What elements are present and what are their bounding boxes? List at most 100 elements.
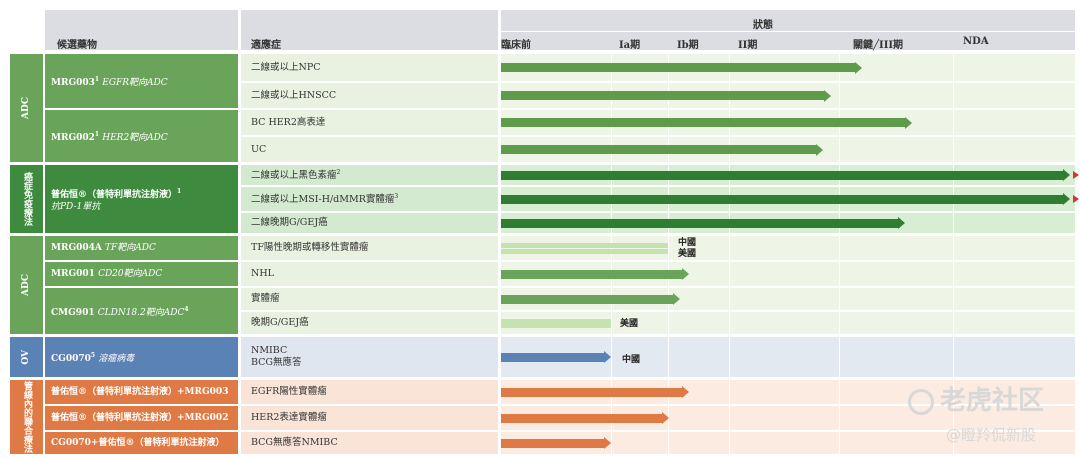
candidate-combo-mrg003: 普佑恒®（普特利單抗注射液）+MRG003 [45, 380, 238, 404]
phase-divider [729, 288, 730, 310]
indication-row: 二線或以上黑色素瘤2 [241, 165, 498, 185]
phase-divider [729, 432, 730, 454]
phase-divider [839, 312, 840, 334]
candidate-mrg004a: MRG004A TF靶向ADC [45, 236, 238, 260]
category-immuno: 癌症免疫療法 [10, 165, 43, 233]
note-mrg004a-china: 中國 [678, 238, 697, 248]
indication-text: EGFR陽性實體瘤 [251, 386, 327, 397]
category-ov: OV [10, 337, 43, 377]
indication-text: BCG無應答NMIBC [251, 437, 338, 448]
phase-ii: II期 [738, 40, 758, 51]
candidate-mrg001: MRG001 CD20靶向ADC [45, 262, 238, 286]
indication-row: 實體瘤 [241, 288, 498, 310]
header-status: 狀態 臨床前 Ia期 Ib期 II期 關鍵╱III期 NDA [501, 10, 1075, 51]
phase-divider [953, 54, 954, 81]
category-adc-2: ADC [10, 236, 43, 334]
indication-text: 二線或以上MSI-H/dMMR實體瘤3 [251, 193, 399, 206]
candidate-combo-mrg002: 普佑恒®（普特利單抗注射液）+MRG002 [45, 406, 238, 430]
indication-row: UC [241, 137, 498, 162]
phase-divider [953, 432, 954, 454]
candidate-puyouheng: 普佑恒®（普特利單抗注射液）1 抗PD-1單抗 [45, 165, 238, 233]
status-row [501, 236, 1075, 260]
phase-divider [729, 406, 730, 430]
note-cmg901-us: 美國 [620, 319, 639, 329]
header-indication: 適應症 [241, 10, 498, 51]
phase-divider [611, 236, 612, 260]
category-combo: 管線內的聯合療法 [10, 380, 43, 454]
category-adc-1: ADC [10, 54, 43, 162]
phase-divider [839, 380, 840, 404]
candidate-cg0070: CG00705 溶瘤病毒 [45, 337, 238, 377]
candidate-combo-cg0070: CG0070+普佑恒®（普特利單抗注射液） [45, 432, 238, 454]
progress-bar [501, 269, 682, 279]
indication-text: 二線或以上黑色素瘤2 [251, 169, 341, 182]
phase-divider [953, 137, 954, 162]
indication-row: NMIBC BCG無應答 [241, 337, 498, 377]
progress-bar [501, 118, 905, 127]
indication-text: BC HER2高表達 [251, 116, 326, 128]
progress-bar [501, 387, 682, 397]
candidate-mrg003: MRG0031 EGFR靶向ADC [45, 54, 238, 108]
red-flag-icon [1073, 171, 1079, 179]
candidate-cmg901: CMG901 CLDN18.2靶向ADC4 [45, 288, 238, 334]
indication-text: UC [251, 143, 267, 155]
progress-bar [501, 145, 816, 154]
phase-nda: NDA [963, 36, 989, 47]
phase-divider [611, 432, 612, 454]
progress-arrow-icon [681, 268, 689, 280]
progress-arrow-icon [815, 143, 823, 156]
phase-divider [611, 337, 612, 377]
progress-bar [501, 63, 855, 72]
progress-bar [501, 194, 1063, 204]
phase-divider [953, 83, 954, 108]
candidate-mrg002: MRG0021 HER2靶向ADC [45, 110, 238, 162]
indication-row: BC HER2高表達 [241, 110, 498, 135]
watermark-logo-icon [908, 388, 934, 415]
phase-preclinical: 臨床前 [501, 40, 531, 51]
phase-divider [839, 137, 840, 162]
phase-ib: Ib期 [677, 40, 699, 51]
indication-row: HER2表達實體瘤 [241, 406, 498, 430]
phase-divider [729, 262, 730, 286]
progress-arrow-icon [904, 116, 912, 129]
phase-ia: Ia期 [619, 40, 641, 51]
phase-divider [953, 236, 954, 260]
phase-divider [839, 83, 840, 108]
phase-divider [953, 110, 954, 135]
progress-bar [501, 249, 668, 254]
indication-row: 二線或以上NPC [241, 54, 498, 81]
progress-arrow-icon [1063, 169, 1070, 181]
status-row [501, 312, 1075, 334]
indication-row: 二線晚期G/GEJ癌 [241, 213, 498, 233]
indication-row: 晚期G/GEJ癌 [241, 312, 498, 334]
progress-arrow-icon [604, 351, 611, 363]
phase-divider [668, 312, 669, 334]
indication-row: 二線或以上HNSCC [241, 83, 498, 108]
phase-divider [729, 312, 730, 334]
progress-bar [501, 294, 674, 304]
phase-divider [953, 288, 954, 310]
phase-divider [953, 337, 954, 377]
watermark-handle: @瞪羚侃新股 [946, 426, 1037, 444]
indication-row: TF陽性晚期或轉移性實體瘤 [241, 236, 498, 260]
indication-text: 二線或以上NPC [251, 61, 321, 73]
phase-divider [668, 432, 669, 454]
indication-text: 二線晚期G/GEJ癌 [251, 217, 328, 228]
note-mrg004a-us: 美國 [678, 249, 697, 259]
phase-divider [668, 236, 669, 260]
phase-divider [953, 312, 954, 334]
phase-divider [611, 312, 612, 334]
status-row [501, 288, 1075, 310]
progress-arrow-icon [824, 89, 832, 102]
phase-divider [953, 380, 954, 404]
progress-bar [501, 91, 825, 100]
indication-text: 二線或以上HNSCC [251, 89, 337, 101]
indication-text: 晚期G/GEJ癌 [251, 317, 309, 328]
phase-divider [839, 337, 840, 377]
progress-arrow-icon [673, 293, 681, 305]
indication-text: TF陽性晚期或轉移性實體瘤 [251, 242, 369, 253]
phase-divider [953, 406, 954, 430]
phase-divider [729, 337, 730, 377]
phase-divider [953, 213, 954, 233]
indication-row: 二線或以上MSI-H/dMMR實體瘤3 [241, 187, 498, 211]
